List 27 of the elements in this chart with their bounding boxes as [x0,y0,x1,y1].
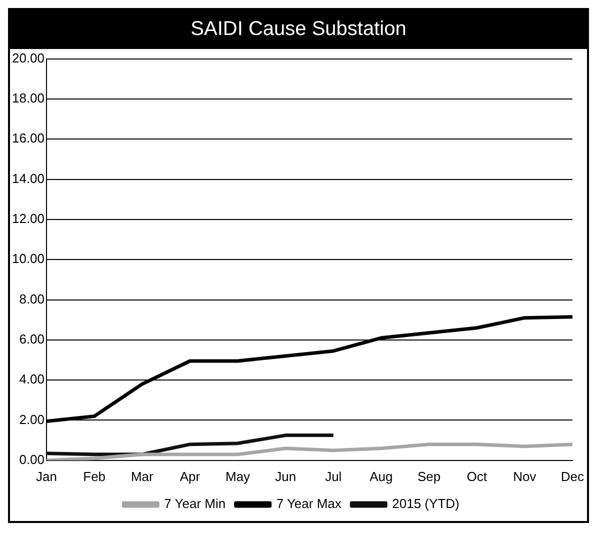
legend-label: 2015 (YTD) [392,496,460,512]
x-tick-label: Jul [325,468,342,484]
y-tick-label: 0.00 [19,452,45,467]
x-tick-label: Aug [370,468,393,484]
y-tick-label: 4.00 [19,372,45,387]
x-tick-label: May [225,468,251,484]
y-tick-label: 16.00 [12,130,45,146]
x-tick-label: Jun [275,468,296,484]
y-tick-label: 14.00 [12,170,45,186]
x-tick-label: Feb [83,468,106,484]
x-tick-label: Jan [36,468,58,484]
y-tick-label: 10.00 [12,251,45,266]
legend-label: 7 Year Max [276,496,342,512]
y-tick-label: 2.00 [19,412,45,427]
chart-title: SAIDI Cause Substation [10,10,587,49]
x-tick-label: Oct [466,468,488,484]
y-tick-label: 8.00 [19,291,45,306]
legend-label: 7 Year Min [164,496,226,512]
x-tick-label: Apr [180,468,201,484]
y-tick-label: 12.00 [12,211,45,226]
x-tick-label: Dec [560,468,584,484]
x-tick-label: Sep [417,468,441,484]
y-tick-label: 6.00 [19,332,45,346]
x-tick-label: Mar [130,468,154,484]
y-tick-label: 18.00 [12,90,45,106]
y-tick-label: 20.00 [12,50,45,66]
x-tick-label: Nov [513,468,537,484]
